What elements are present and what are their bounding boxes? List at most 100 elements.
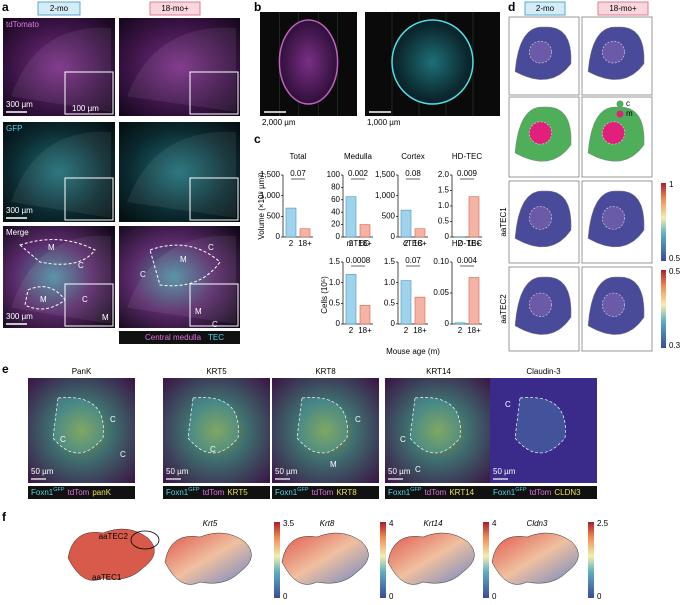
legend-entry: Foxn1 — [166, 488, 189, 497]
legend-entry: GFP — [188, 487, 200, 493]
y-tick-label: 1,500 — [260, 170, 281, 179]
colorbar-label: 0.5 — [669, 267, 681, 276]
scale-label: 300 µm — [6, 100, 33, 109]
panel-label: b — [254, 0, 261, 14]
y-tick-label: 1.5 — [438, 186, 450, 195]
legend-box — [490, 486, 597, 499]
y-tick-label: 40 — [331, 207, 340, 216]
micrograph — [385, 378, 492, 483]
image-title: KRT8 — [315, 367, 336, 376]
y-tick-label: 1.0 — [329, 278, 341, 287]
y-tick-label: 0 — [445, 232, 450, 241]
legend-entry: GFP — [297, 487, 309, 493]
bar — [400, 280, 412, 325]
legend-entry: GFP — [515, 487, 527, 493]
stain-legend: Foxn1GFP tdTom KRT14 — [388, 487, 475, 497]
micrograph — [3, 226, 115, 328]
x-tick-label: 18+ — [467, 239, 481, 248]
p-value: 0.07 — [290, 169, 306, 178]
panel-label: e — [2, 362, 9, 376]
legend-entry: m — [626, 109, 633, 118]
medulla-outline — [149, 244, 221, 287]
channel-label: GFP — [6, 124, 22, 133]
p-value: 0.009 — [457, 169, 478, 178]
medulla-outline — [296, 397, 348, 454]
x-tick-label: 18+ — [358, 326, 372, 335]
y-tick-label: 0 — [445, 319, 450, 328]
cluster-outline — [130, 530, 160, 550]
legend-swatch — [616, 110, 624, 118]
column-header: 2-mo — [536, 4, 555, 13]
image-title: KRT14 — [426, 367, 451, 376]
plot-title: HD-TEC — [452, 239, 482, 248]
image-title: Claudin-3 — [526, 367, 561, 376]
header-box — [149, 1, 201, 16]
panel-label: a — [2, 0, 9, 14]
medulla-region — [601, 40, 625, 64]
row-label: aaTEC1 — [499, 207, 508, 237]
colorbar-label: 4 — [389, 519, 394, 528]
bar — [345, 274, 357, 325]
tissue-outline — [11, 27, 111, 112]
legend-entry: GFP — [410, 487, 422, 493]
scale-label: 50 µm — [31, 467, 54, 476]
legend-box — [272, 486, 379, 499]
tissue-outline — [127, 131, 236, 218]
p-value: 0.0008 — [346, 256, 371, 265]
y-tick-label: 0 — [336, 319, 341, 328]
inset-scale-label: 100 µm — [72, 104, 99, 113]
channel-label: tdTomato — [6, 20, 39, 29]
column-header: 18-mo+ — [161, 4, 189, 13]
stain-legend: Foxn1GFP tdTom KRT8 — [275, 487, 357, 497]
x-tick-label: 18+ — [413, 326, 427, 335]
region-label: C — [400, 435, 406, 444]
region-label: C — [210, 445, 216, 454]
image-title: PanK — [72, 367, 92, 376]
micrograph — [490, 378, 597, 483]
colorbar — [661, 270, 666, 348]
umap-embedding — [281, 532, 369, 585]
region-label: C — [505, 400, 511, 409]
micrograph — [3, 18, 115, 116]
y-tick-label: 0.05 — [433, 288, 449, 297]
region-label: C — [208, 243, 214, 252]
gene-label: Krt14 — [423, 519, 443, 528]
x-tick-label: 2 — [349, 326, 354, 335]
medulla-outline — [18, 239, 96, 310]
y-tick-label: 0.10 — [433, 257, 449, 266]
x-tick-label: 2 — [404, 239, 409, 248]
region-label: C — [415, 465, 421, 474]
colorbar — [661, 183, 666, 261]
scale-label: 50 µm — [275, 467, 298, 476]
p-value: 0.002 — [348, 169, 369, 178]
channel-label: Merge — [6, 228, 29, 237]
colorbar-label: 0.5 — [669, 254, 681, 263]
colorbar-label: 0 — [597, 592, 602, 601]
inset — [64, 71, 114, 115]
cluster-label: aaTEC2 — [99, 532, 129, 541]
p-value: 0.004 — [457, 256, 478, 265]
plot-title: Cortex — [401, 152, 425, 161]
x-tick-label: 2 — [404, 326, 409, 335]
medulla-region — [528, 292, 552, 317]
medulla-region — [601, 206, 625, 230]
legend-entry: Foxn1 — [388, 488, 411, 497]
y-tick-label: 0.5 — [329, 298, 341, 307]
x-tick-label: 18+ — [413, 239, 427, 248]
bar — [414, 228, 426, 238]
medulla-outline — [187, 397, 239, 454]
scale-label: 50 µm — [166, 467, 189, 476]
bar — [359, 224, 371, 238]
tissue-outline — [127, 27, 236, 112]
scale-label: 50 µm — [388, 467, 411, 476]
p-value: 0.07 — [405, 256, 421, 265]
y-tick-label: 0.5 — [438, 217, 450, 226]
legend-box — [119, 331, 240, 344]
bar — [285, 207, 297, 238]
legend-entry: KRT14 — [449, 488, 474, 497]
scale-label: 2,000 µm — [262, 118, 296, 127]
y-tick-label: 500 — [267, 211, 281, 220]
micrograph — [119, 226, 240, 328]
micrograph — [28, 378, 135, 483]
